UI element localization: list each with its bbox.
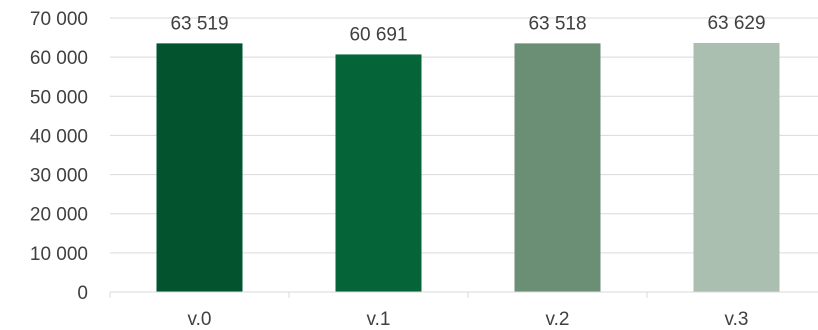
data-label: 63 518 bbox=[528, 13, 586, 34]
y-tick-label: 10 000 bbox=[30, 244, 88, 265]
y-tick-label: 0 bbox=[77, 283, 88, 304]
y-tick-label: 30 000 bbox=[30, 166, 88, 187]
data-label: 63 519 bbox=[170, 13, 228, 34]
category-label: v.0 bbox=[188, 309, 212, 330]
y-tick-label: 20 000 bbox=[30, 205, 88, 226]
category-label: v.3 bbox=[725, 309, 749, 330]
y-tick-label: 40 000 bbox=[30, 126, 88, 147]
y-tick-label: 50 000 bbox=[30, 87, 88, 108]
category-label: v.1 bbox=[367, 309, 391, 330]
y-tick-label: 60 000 bbox=[30, 48, 88, 69]
x-axis-category-labels: v.0 v.1 v.2 v.3 bbox=[188, 309, 749, 330]
y-axis-tick-labels: 0 10 000 20 000 30 000 40 000 50 000 60 000 70 … bbox=[30, 9, 88, 304]
bar bbox=[156, 43, 243, 292]
bar bbox=[335, 54, 422, 293]
bar bbox=[514, 43, 601, 292]
category-label: v.2 bbox=[546, 309, 570, 330]
bar bbox=[693, 42, 780, 293]
bars bbox=[156, 42, 780, 293]
data-label: 63 629 bbox=[707, 13, 765, 34]
data-labels: 63 519 60 691 63 518 63 629 bbox=[170, 13, 765, 46]
y-tick-label: 70 000 bbox=[30, 9, 88, 30]
x-axis bbox=[109, 291, 818, 298]
data-label: 60 691 bbox=[349, 24, 407, 45]
